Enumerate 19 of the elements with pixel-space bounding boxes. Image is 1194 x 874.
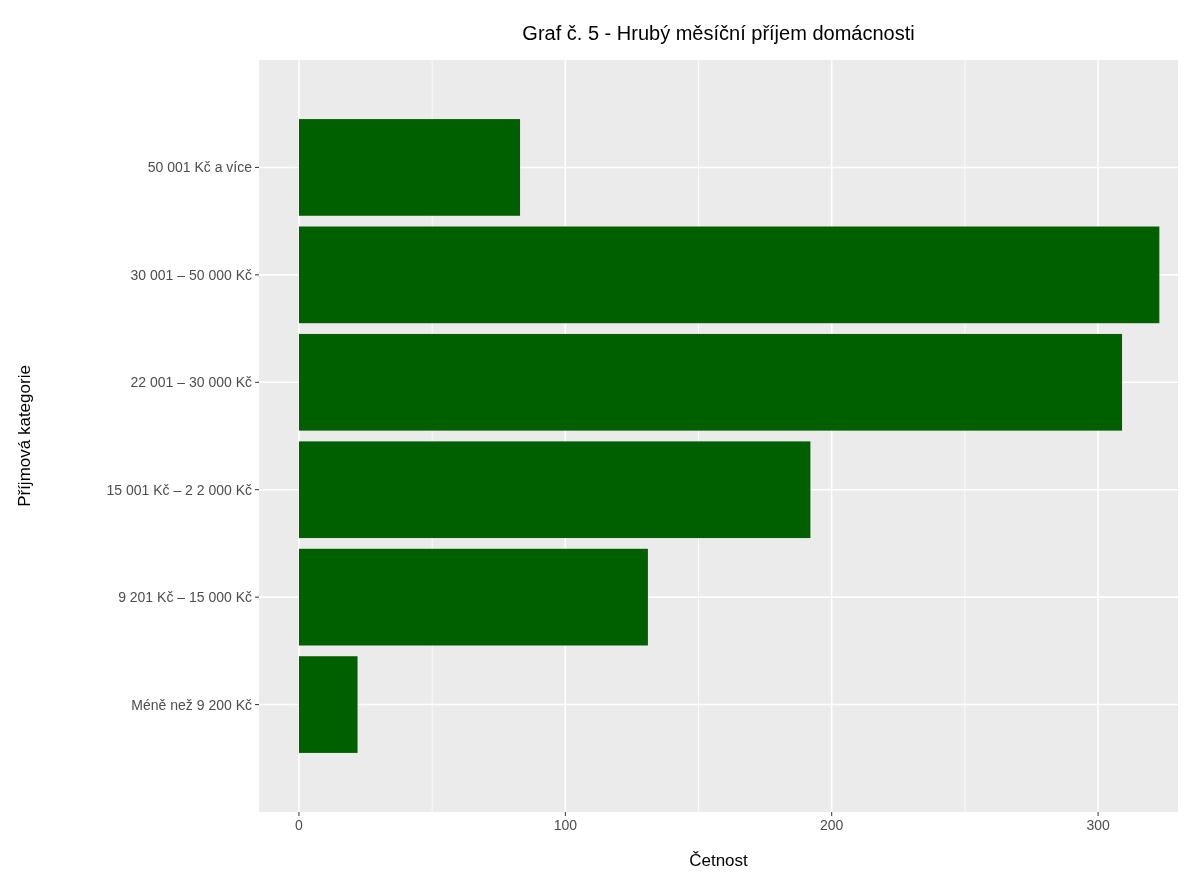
bar — [298, 441, 811, 539]
y-tick-label: 9 201 Kč – 15 000 Kč — [118, 589, 252, 606]
y-tick-label: 30 001 – 50 000 Kč — [130, 266, 252, 283]
x-tick-label: 200 — [820, 817, 844, 833]
y-tick-label: 22 001 – 30 000 Kč — [130, 374, 252, 391]
x-tick-label: 100 — [553, 817, 578, 833]
y-tick-label: 50 001 Kč a více — [147, 159, 253, 176]
bar — [298, 548, 648, 646]
bar — [298, 226, 1160, 324]
y-tick-label: 15 001 Kč – 2 2 000 Kč — [106, 481, 252, 498]
y-tick-label: Méně než 9 200 Kč — [131, 696, 252, 713]
chart-title: Graf č. 5 - Hrubý měsíční příjem domácnosti — [522, 22, 915, 44]
x-axis-title: Četnost — [689, 851, 749, 870]
y-axis-title: Příjmová kategorie — [15, 365, 34, 507]
bar — [298, 333, 1123, 431]
x-tick-label: 0 — [295, 817, 304, 833]
x-tick-label: 300 — [1086, 817, 1110, 833]
bar — [298, 656, 358, 753]
bar — [298, 119, 521, 216]
